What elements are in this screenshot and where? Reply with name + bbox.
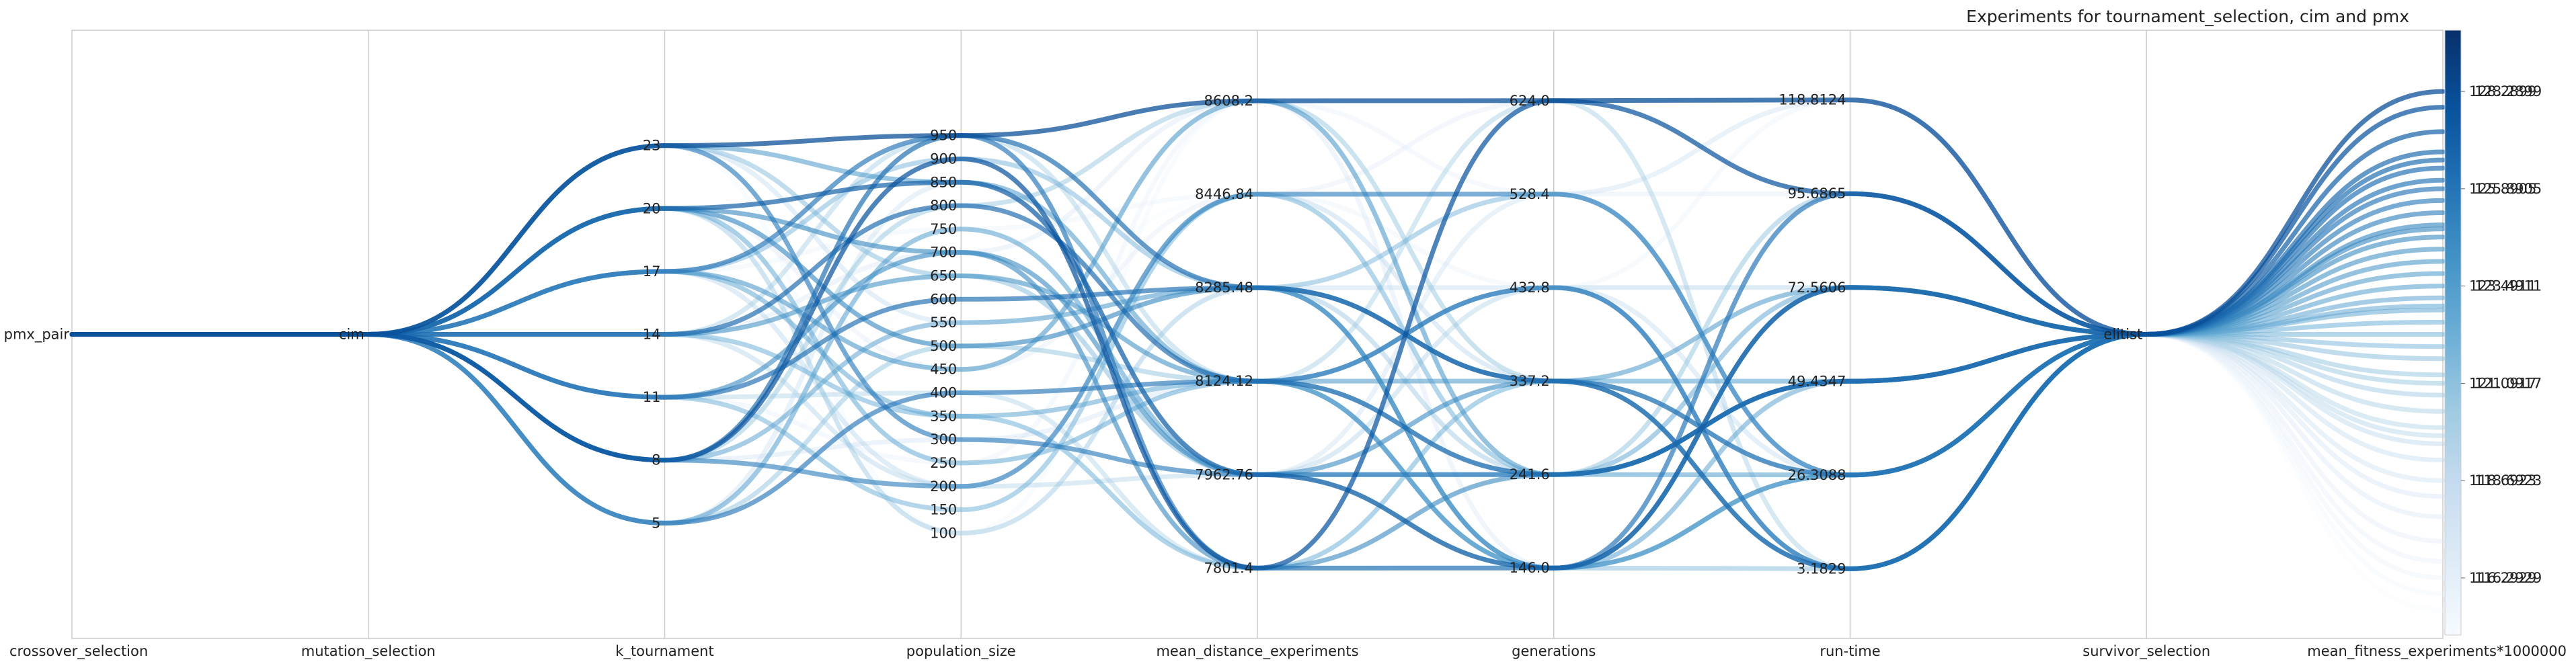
tick-label-k-tournament: 8	[652, 452, 660, 468]
tick-label-mean-distance-experiments: 8446.84	[1195, 186, 1253, 202]
tick-label-mean-fitness-experiments: 118.6923	[2474, 472, 2542, 489]
tick-label-k-tournament: 17	[643, 263, 661, 280]
series-line	[69, 149, 2446, 477]
tick-label-generations: 432.8	[1510, 280, 1550, 296]
tick-label-mean-fitness-experiments: 123.4911	[2474, 278, 2542, 294]
tick-label-mean-distance-experiments: 8285.48	[1195, 280, 1253, 296]
tick-label-population-size: 550	[930, 315, 957, 331]
tick-label-mutation-selection: cim	[339, 327, 364, 343]
tick-label-run-time: 49.4347	[1788, 373, 1846, 389]
axis-label-run-time: run-time	[1820, 643, 1880, 659]
tick-label-mean-fitness-experiments: 116.2929	[2474, 570, 2542, 586]
axis-lines	[368, 30, 2147, 638]
axis-label-mean-fitness-experiments: mean_fitness_experiments*1000000	[2307, 643, 2567, 660]
series-line	[69, 98, 2446, 571]
tick-label-mean-distance-experiments: 7801.4	[1204, 560, 1253, 576]
colorbar: 116.2929 118.6923 121.0917 123.4911 125.8905…	[2444, 30, 2536, 636]
series-line	[69, 89, 2446, 337]
tick-label-run-time: 118.8124	[1779, 92, 1846, 108]
tick-label-run-time: 26.3088	[1788, 467, 1846, 483]
tick-label-population-size: 200	[930, 478, 957, 495]
tick-label-population-size: 300	[930, 431, 957, 448]
axis-label-mutation-selection: mutation_selection	[301, 643, 436, 660]
tick-label-survivor-selection: elitist	[2103, 327, 2142, 343]
tick-label-k-tournament: 5	[652, 515, 660, 531]
axis-label-crossover-selection: crossover_selection	[9, 643, 148, 660]
tick-label-population-size: 700	[930, 245, 957, 261]
chart-title: Experiments for tournament_selection, ci…	[1966, 7, 2409, 26]
axis-label-k-tournament: k_tournament	[615, 643, 713, 660]
tick-label-generations: 624.0	[1510, 93, 1550, 109]
tick-label-run-time: 3.1829	[1797, 560, 1846, 577]
tick-label-mean-distance-experiments: 8608.2	[1204, 93, 1253, 109]
tick-label-k-tournament: 11	[643, 389, 661, 405]
colorbar-tick-label: 118.6923	[2469, 472, 2536, 489]
tick-label-generations: 146.0	[1510, 560, 1550, 576]
tick-label-population-size: 850	[930, 174, 957, 190]
axis-label-population-size: population_size	[906, 643, 1016, 660]
tick-label-population-size: 900	[930, 151, 957, 167]
tick-label-population-size: 950	[930, 128, 957, 144]
tick-label-crossover-selection: pmx_pair	[4, 327, 70, 343]
data-lines	[69, 89, 2446, 613]
tick-label-population-size: 750	[930, 221, 957, 237]
colorbar-tick-label: 121.0917	[2469, 375, 2536, 391]
tick-label-run-time: 95.6865	[1788, 185, 1846, 202]
tick-label-population-size: 100	[930, 525, 957, 541]
colorbar-tick-label: 128.2899	[2469, 83, 2536, 99]
colorbar-tick-label: 123.4911	[2469, 278, 2536, 294]
tick-label-population-size: 500	[930, 338, 957, 354]
axis-label-survivor-selection: survivor_selection	[2082, 643, 2210, 660]
colorbar-tick-label: 125.8905	[2469, 181, 2536, 197]
tick-label-k-tournament: 23	[643, 138, 661, 154]
tick-label-k-tournament: 20	[643, 200, 661, 216]
tick-label-mean-fitness-experiments: 125.8905	[2474, 181, 2542, 197]
series-line	[69, 129, 2446, 571]
tick-label-population-size: 450	[930, 362, 957, 378]
tick-label-population-size: 150	[930, 502, 957, 518]
axis-labels: crossover_selection mutation_selection k_t…	[9, 643, 2567, 660]
tick-label-population-size: 800	[930, 198, 957, 214]
tick-label-mean-distance-experiments: 8124.12	[1195, 373, 1253, 389]
tick-label-population-size: 400	[930, 385, 957, 401]
colorbar-tick-label: 116.2929	[2469, 570, 2536, 586]
tick-label-population-size: 600	[930, 291, 957, 307]
tick-label-population-size: 650	[930, 267, 957, 284]
axis-label-mean-distance-experiments: mean_distance_experiments	[1156, 643, 1358, 660]
tick-label-run-time: 72.5606	[1788, 280, 1846, 296]
tick-label-generations: 241.6	[1510, 466, 1550, 483]
tick-labels: pmx_pair cim 5 8 11 14 17 20 23 100 150 200 250 300 35…	[4, 83, 2542, 586]
tick-label-population-size: 350	[930, 408, 957, 424]
tick-label-generations: 528.4	[1510, 186, 1550, 202]
axis-label-generations: generations	[1512, 643, 1596, 659]
colorbar-gradient	[2444, 30, 2462, 636]
tick-label-generations: 337.2	[1510, 373, 1550, 389]
tick-label-k-tournament: 14	[643, 327, 661, 343]
tick-label-mean-fitness-experiments: 128.2899	[2474, 83, 2542, 99]
tick-label-mean-fitness-experiments: 121.0917	[2474, 375, 2542, 391]
tick-label-mean-distance-experiments: 7962.76	[1195, 466, 1253, 483]
tick-label-population-size: 250	[930, 455, 957, 471]
